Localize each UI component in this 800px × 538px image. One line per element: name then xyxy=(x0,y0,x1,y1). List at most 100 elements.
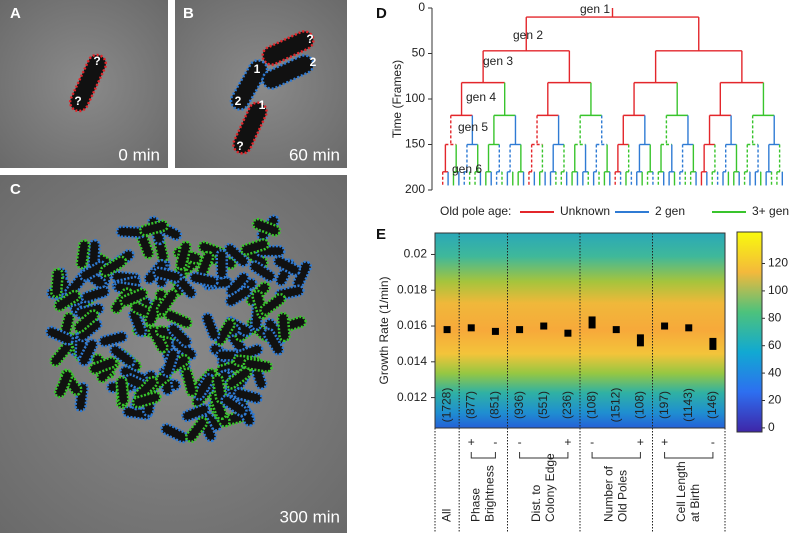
panel-label: E xyxy=(376,226,386,243)
cell-label: ? xyxy=(93,54,100,68)
colony xyxy=(45,214,313,444)
cell xyxy=(201,312,221,342)
group-label: Cell Length xyxy=(674,461,688,522)
cell-label: 1 xyxy=(254,62,261,76)
cell xyxy=(180,367,198,398)
cell xyxy=(181,403,211,423)
y-tick-label: 0.016 xyxy=(397,318,427,332)
cell-label: ? xyxy=(236,139,243,153)
count-label: (236) xyxy=(560,391,574,419)
sign-label: - xyxy=(518,435,522,449)
cell xyxy=(119,287,149,308)
gen-label: gen 2 xyxy=(513,28,543,42)
cell xyxy=(78,260,108,282)
count-label: (936) xyxy=(512,391,526,419)
bracket xyxy=(664,452,714,459)
cell xyxy=(239,238,270,256)
cell xyxy=(223,242,250,268)
cell xyxy=(242,357,273,373)
panel-label: B xyxy=(183,5,194,22)
y-tick-label: 0.018 xyxy=(397,282,427,296)
cell xyxy=(248,260,277,283)
cells-a xyxy=(68,53,108,113)
cell xyxy=(225,366,253,390)
sign-label: - xyxy=(493,435,497,449)
colorbar-tick-label: 20 xyxy=(768,393,782,407)
group-label: Colony Edge xyxy=(543,453,557,522)
cell xyxy=(73,309,100,334)
cells-b xyxy=(229,30,315,155)
cell xyxy=(192,373,216,401)
group-label: Phase xyxy=(469,488,483,522)
group-label: Dist. to xyxy=(529,484,543,522)
y-axis-label: Growth Rate (1/min) xyxy=(377,276,391,384)
count-label: (108) xyxy=(633,391,647,419)
legend-label: 3+ gen xyxy=(752,204,789,218)
count-label: (551) xyxy=(536,391,550,419)
colorbar-tick-label: 80 xyxy=(768,310,782,324)
legend-label: Unknown xyxy=(560,204,610,218)
cell xyxy=(75,239,91,270)
count-label: (197) xyxy=(657,391,671,419)
count-label: (1728) xyxy=(439,388,453,423)
group-label: Brightness xyxy=(483,465,497,522)
count-label: (146) xyxy=(705,391,719,419)
group-label: Old Poles xyxy=(615,470,629,522)
cell xyxy=(109,344,136,368)
cell xyxy=(276,311,291,343)
cell xyxy=(262,327,285,356)
colorbar-tick-label: 120 xyxy=(768,256,788,270)
cell xyxy=(232,387,263,405)
legend-label: 2 gen xyxy=(655,204,685,218)
y-tick-label: 0.02 xyxy=(404,247,428,261)
cell xyxy=(80,285,111,304)
cell-label: ? xyxy=(306,32,313,46)
colorbar-tick-label: 40 xyxy=(768,365,782,379)
cell xyxy=(220,394,248,418)
cell xyxy=(152,266,183,284)
median-mark xyxy=(540,322,548,330)
cell xyxy=(50,267,64,299)
gen-label: gen 5 xyxy=(458,120,488,134)
y-tick-label: 0.014 xyxy=(397,354,427,368)
y-tick-label: 150 xyxy=(405,137,425,151)
gen-label: gen 1 xyxy=(580,2,610,16)
cell xyxy=(188,271,219,288)
bracket xyxy=(519,452,569,459)
colorbar-tick-label: 100 xyxy=(768,283,788,297)
sign-label: - xyxy=(711,435,715,449)
count-label: (1143) xyxy=(681,388,695,422)
y-tick-label: 100 xyxy=(405,91,425,105)
cell-label: 2 xyxy=(310,55,317,69)
cell xyxy=(251,217,282,237)
cell xyxy=(259,292,287,317)
panel-label: A xyxy=(10,5,21,22)
gen-label: gen 4 xyxy=(466,90,496,104)
y-tick-label: 0 xyxy=(418,0,425,14)
cell xyxy=(161,348,180,378)
cell xyxy=(53,289,82,313)
count-label: (877) xyxy=(463,391,477,419)
cell xyxy=(184,416,209,444)
cell xyxy=(53,369,74,399)
median-mark xyxy=(709,337,717,350)
time-label: 0 min xyxy=(118,145,160,164)
cell xyxy=(98,330,129,348)
cell xyxy=(45,325,75,346)
colorbar-tick-label: 60 xyxy=(768,338,782,352)
bracket xyxy=(470,452,496,459)
median-mark xyxy=(588,316,596,329)
cell xyxy=(272,255,302,277)
median-mark xyxy=(612,326,620,334)
cell-label: 2 xyxy=(235,94,242,108)
panel-label: C xyxy=(10,181,21,198)
y-axis-label: Time (Frames) xyxy=(390,60,404,138)
cell xyxy=(139,219,169,237)
cell xyxy=(167,322,193,349)
median-mark xyxy=(443,326,451,334)
y-tick-label: 50 xyxy=(412,46,426,60)
count-label: (108) xyxy=(584,391,598,419)
gen-label: gen 3 xyxy=(483,54,513,68)
median-mark xyxy=(467,324,475,332)
